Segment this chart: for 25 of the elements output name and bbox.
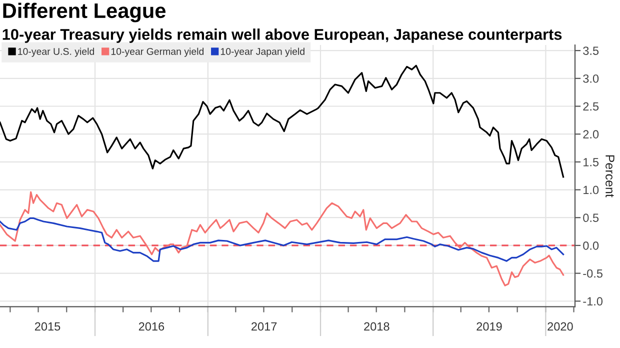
- y-tick-label: 2.0: [583, 130, 599, 138]
- legend-label: 10-year German yield: [111, 48, 204, 57]
- y-tick-label: 1.0: [584, 186, 599, 194]
- chart-title: Different League: [3, 2, 166, 22]
- x-tick-label: 2017: [252, 322, 277, 331]
- x-tick-label: 2018: [364, 322, 390, 331]
- line-series: [0, 64, 564, 178]
- chart-subtitle: 10-year Treasury yields remain well above European, Japanese counterparts: [2, 28, 562, 43]
- x-tick-label: 2019: [476, 322, 502, 331]
- x-tick-label: 2020: [548, 322, 573, 331]
- y-tick-label: 3.0: [583, 74, 599, 83]
- x-tick-label: 2015: [34, 322, 60, 331]
- y-tick-label: 2.5: [583, 102, 599, 111]
- y-tick-label: -0.5: [583, 269, 602, 278]
- legend-label: 10-year U.S. yield: [18, 48, 94, 57]
- y-tick-label: 0.5: [583, 214, 599, 222]
- x-tick-label: 2016: [138, 322, 164, 331]
- legend-label: 10-year Japan yield: [220, 48, 304, 57]
- line-series: [0, 217, 564, 262]
- y-tick-label: 1.5: [584, 158, 599, 166]
- y-tick-label: -1.0: [583, 297, 603, 306]
- y-axis-title: Percent: [606, 155, 614, 198]
- line-series: [0, 191, 564, 286]
- y-tick-label: 3.5: [583, 46, 599, 55]
- y-tick-label: 0.0: [583, 241, 599, 250]
